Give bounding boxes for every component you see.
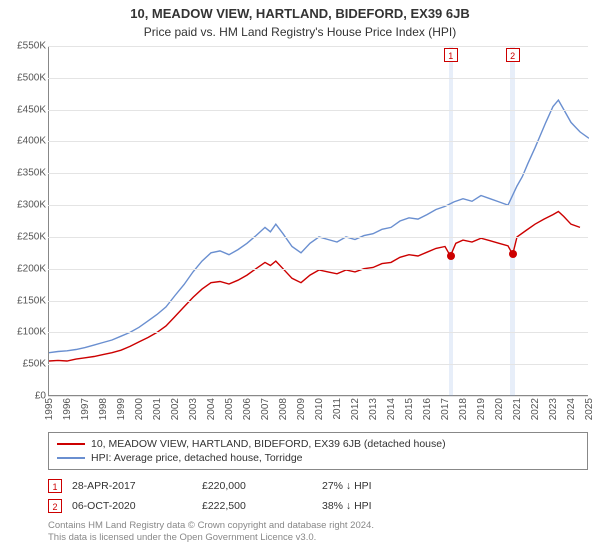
ytick-label: £450K — [6, 104, 46, 115]
sale-marker-dot — [447, 252, 455, 260]
legend-swatch-property — [57, 443, 85, 445]
ytick-label: £350K — [6, 168, 46, 179]
ytick-label: £400K — [6, 136, 46, 147]
legend-row-property: 10, MEADOW VIEW, HARTLAND, BIDEFORD, EX3… — [57, 437, 579, 451]
gridline-h — [48, 173, 588, 174]
sales-marker-icon: 1 — [48, 479, 62, 493]
legend-row-hpi: HPI: Average price, detached house, Torr… — [57, 451, 579, 465]
sales-hpi: 38% ↓ HPI — [322, 500, 442, 512]
sales-date: 06-OCT-2020 — [72, 500, 192, 512]
xtick-label: 2004 — [206, 398, 217, 420]
sales-hpi: 27% ↓ HPI — [322, 480, 442, 492]
chart-subtitle: Price paid vs. HM Land Registry's House … — [0, 21, 600, 39]
xtick-label: 2009 — [296, 398, 307, 420]
footnote-line-1: Contains HM Land Registry data © Crown c… — [48, 520, 588, 532]
gridline-h — [48, 364, 588, 365]
gridline-h — [48, 110, 588, 111]
footnote-line-2: This data is licensed under the Open Gov… — [48, 532, 588, 544]
xtick-label: 2000 — [134, 398, 145, 420]
sales-table: 1 28-APR-2017 £220,000 27% ↓ HPI 2 06-OC… — [48, 470, 588, 516]
gridline-h — [48, 141, 588, 142]
xtick-label: 2010 — [314, 398, 325, 420]
chart-title: 10, MEADOW VIEW, HARTLAND, BIDEFORD, EX3… — [0, 0, 600, 21]
gridline-h — [48, 396, 588, 397]
series-svg — [49, 46, 589, 396]
ytick-label: £550K — [6, 41, 46, 52]
sales-date: 28-APR-2017 — [72, 480, 192, 492]
xtick-label: 2024 — [566, 398, 577, 420]
xtick-label: 2013 — [368, 398, 379, 420]
legend-swatch-hpi — [57, 457, 85, 459]
ytick-label: £0 — [6, 391, 46, 402]
gridline-h — [48, 269, 588, 270]
sales-price: £222,500 — [202, 500, 312, 512]
xtick-label: 2025 — [584, 398, 595, 420]
gridline-h — [48, 332, 588, 333]
xtick-label: 2016 — [422, 398, 433, 420]
legend-label-hpi: HPI: Average price, detached house, Torr… — [91, 452, 303, 464]
xtick-label: 2019 — [476, 398, 487, 420]
series-property — [49, 212, 580, 362]
sales-row: 2 06-OCT-2020 £222,500 38% ↓ HPI — [48, 496, 588, 516]
xtick-label: 2017 — [440, 398, 451, 420]
sales-row: 1 28-APR-2017 £220,000 27% ↓ HPI — [48, 476, 588, 496]
legend-label-property: 10, MEADOW VIEW, HARTLAND, BIDEFORD, EX3… — [91, 438, 446, 450]
xtick-label: 2018 — [458, 398, 469, 420]
ytick-label: £200K — [6, 263, 46, 274]
xtick-label: 2014 — [386, 398, 397, 420]
xtick-label: 2006 — [242, 398, 253, 420]
footnote: Contains HM Land Registry data © Crown c… — [48, 516, 588, 544]
legend-and-footer: 10, MEADOW VIEW, HARTLAND, BIDEFORD, EX3… — [48, 432, 588, 544]
xtick-label: 2011 — [332, 398, 343, 420]
ytick-label: £100K — [6, 327, 46, 338]
xtick-label: 2023 — [548, 398, 559, 420]
ytick-label: £300K — [6, 200, 46, 211]
xtick-label: 1998 — [98, 398, 109, 420]
ytick-label: £50K — [6, 359, 46, 370]
xtick-label: 2012 — [350, 398, 361, 420]
xtick-label: 1996 — [62, 398, 73, 420]
xtick-label: 2001 — [152, 398, 163, 420]
chart-area: 12 £0£50K£100K£150K£200K£250K£300K£350K£… — [6, 46, 594, 424]
legend-box: 10, MEADOW VIEW, HARTLAND, BIDEFORD, EX3… — [48, 432, 588, 470]
gridline-h — [48, 205, 588, 206]
xtick-label: 1999 — [116, 398, 127, 420]
sale-marker-dot — [509, 250, 517, 258]
xtick-label: 2015 — [404, 398, 415, 420]
gridline-h — [48, 78, 588, 79]
xtick-label: 2020 — [494, 398, 505, 420]
xtick-label: 1997 — [80, 398, 91, 420]
xtick-label: 2003 — [188, 398, 199, 420]
plot-region: 12 — [48, 46, 588, 396]
sale-marker-box: 2 — [506, 48, 520, 62]
gridline-h — [48, 237, 588, 238]
series-hpi — [49, 100, 589, 353]
xtick-label: 2008 — [278, 398, 289, 420]
xtick-label: 2021 — [512, 398, 523, 420]
xtick-label: 1995 — [44, 398, 55, 420]
ytick-label: £250K — [6, 231, 46, 242]
ytick-label: £150K — [6, 295, 46, 306]
xtick-label: 2007 — [260, 398, 271, 420]
sale-marker-box: 1 — [444, 48, 458, 62]
sales-marker-icon: 2 — [48, 499, 62, 513]
xtick-label: 2005 — [224, 398, 235, 420]
sales-price: £220,000 — [202, 480, 312, 492]
xtick-label: 2022 — [530, 398, 541, 420]
ytick-label: £500K — [6, 72, 46, 83]
gridline-h — [48, 301, 588, 302]
gridline-h — [48, 46, 588, 47]
xtick-label: 2002 — [170, 398, 181, 420]
